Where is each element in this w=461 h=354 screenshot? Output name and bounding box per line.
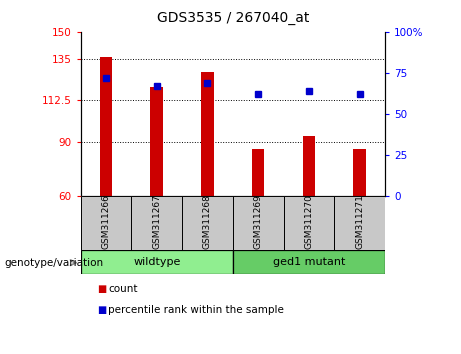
Text: percentile rank within the sample: percentile rank within the sample — [108, 306, 284, 315]
Bar — [353, 149, 366, 196]
Text: GSM311271: GSM311271 — [355, 194, 364, 250]
Text: ■: ■ — [97, 306, 106, 315]
Text: GSM311266: GSM311266 — [101, 194, 111, 250]
Bar — [201, 72, 214, 196]
Text: GDS3535 / 267040_at: GDS3535 / 267040_at — [157, 11, 309, 25]
Bar — [252, 149, 265, 196]
Bar — [81, 250, 233, 274]
Text: GSM311267: GSM311267 — [152, 194, 161, 250]
Bar — [131, 196, 182, 250]
Bar — [334, 196, 385, 250]
Bar — [233, 250, 385, 274]
Bar — [302, 136, 315, 196]
Text: GSM311268: GSM311268 — [203, 194, 212, 250]
Bar — [233, 196, 284, 250]
Text: count: count — [108, 284, 138, 293]
Bar — [81, 196, 131, 250]
Bar — [100, 57, 112, 196]
Text: GSM311270: GSM311270 — [304, 194, 313, 250]
Text: wildtype: wildtype — [133, 257, 180, 267]
Bar — [150, 87, 163, 196]
Text: ■: ■ — [97, 284, 106, 293]
Bar — [284, 196, 334, 250]
Text: GSM311269: GSM311269 — [254, 194, 263, 250]
Text: ged1 mutant: ged1 mutant — [273, 257, 345, 267]
Text: genotype/variation: genotype/variation — [5, 258, 104, 268]
Bar — [182, 196, 233, 250]
